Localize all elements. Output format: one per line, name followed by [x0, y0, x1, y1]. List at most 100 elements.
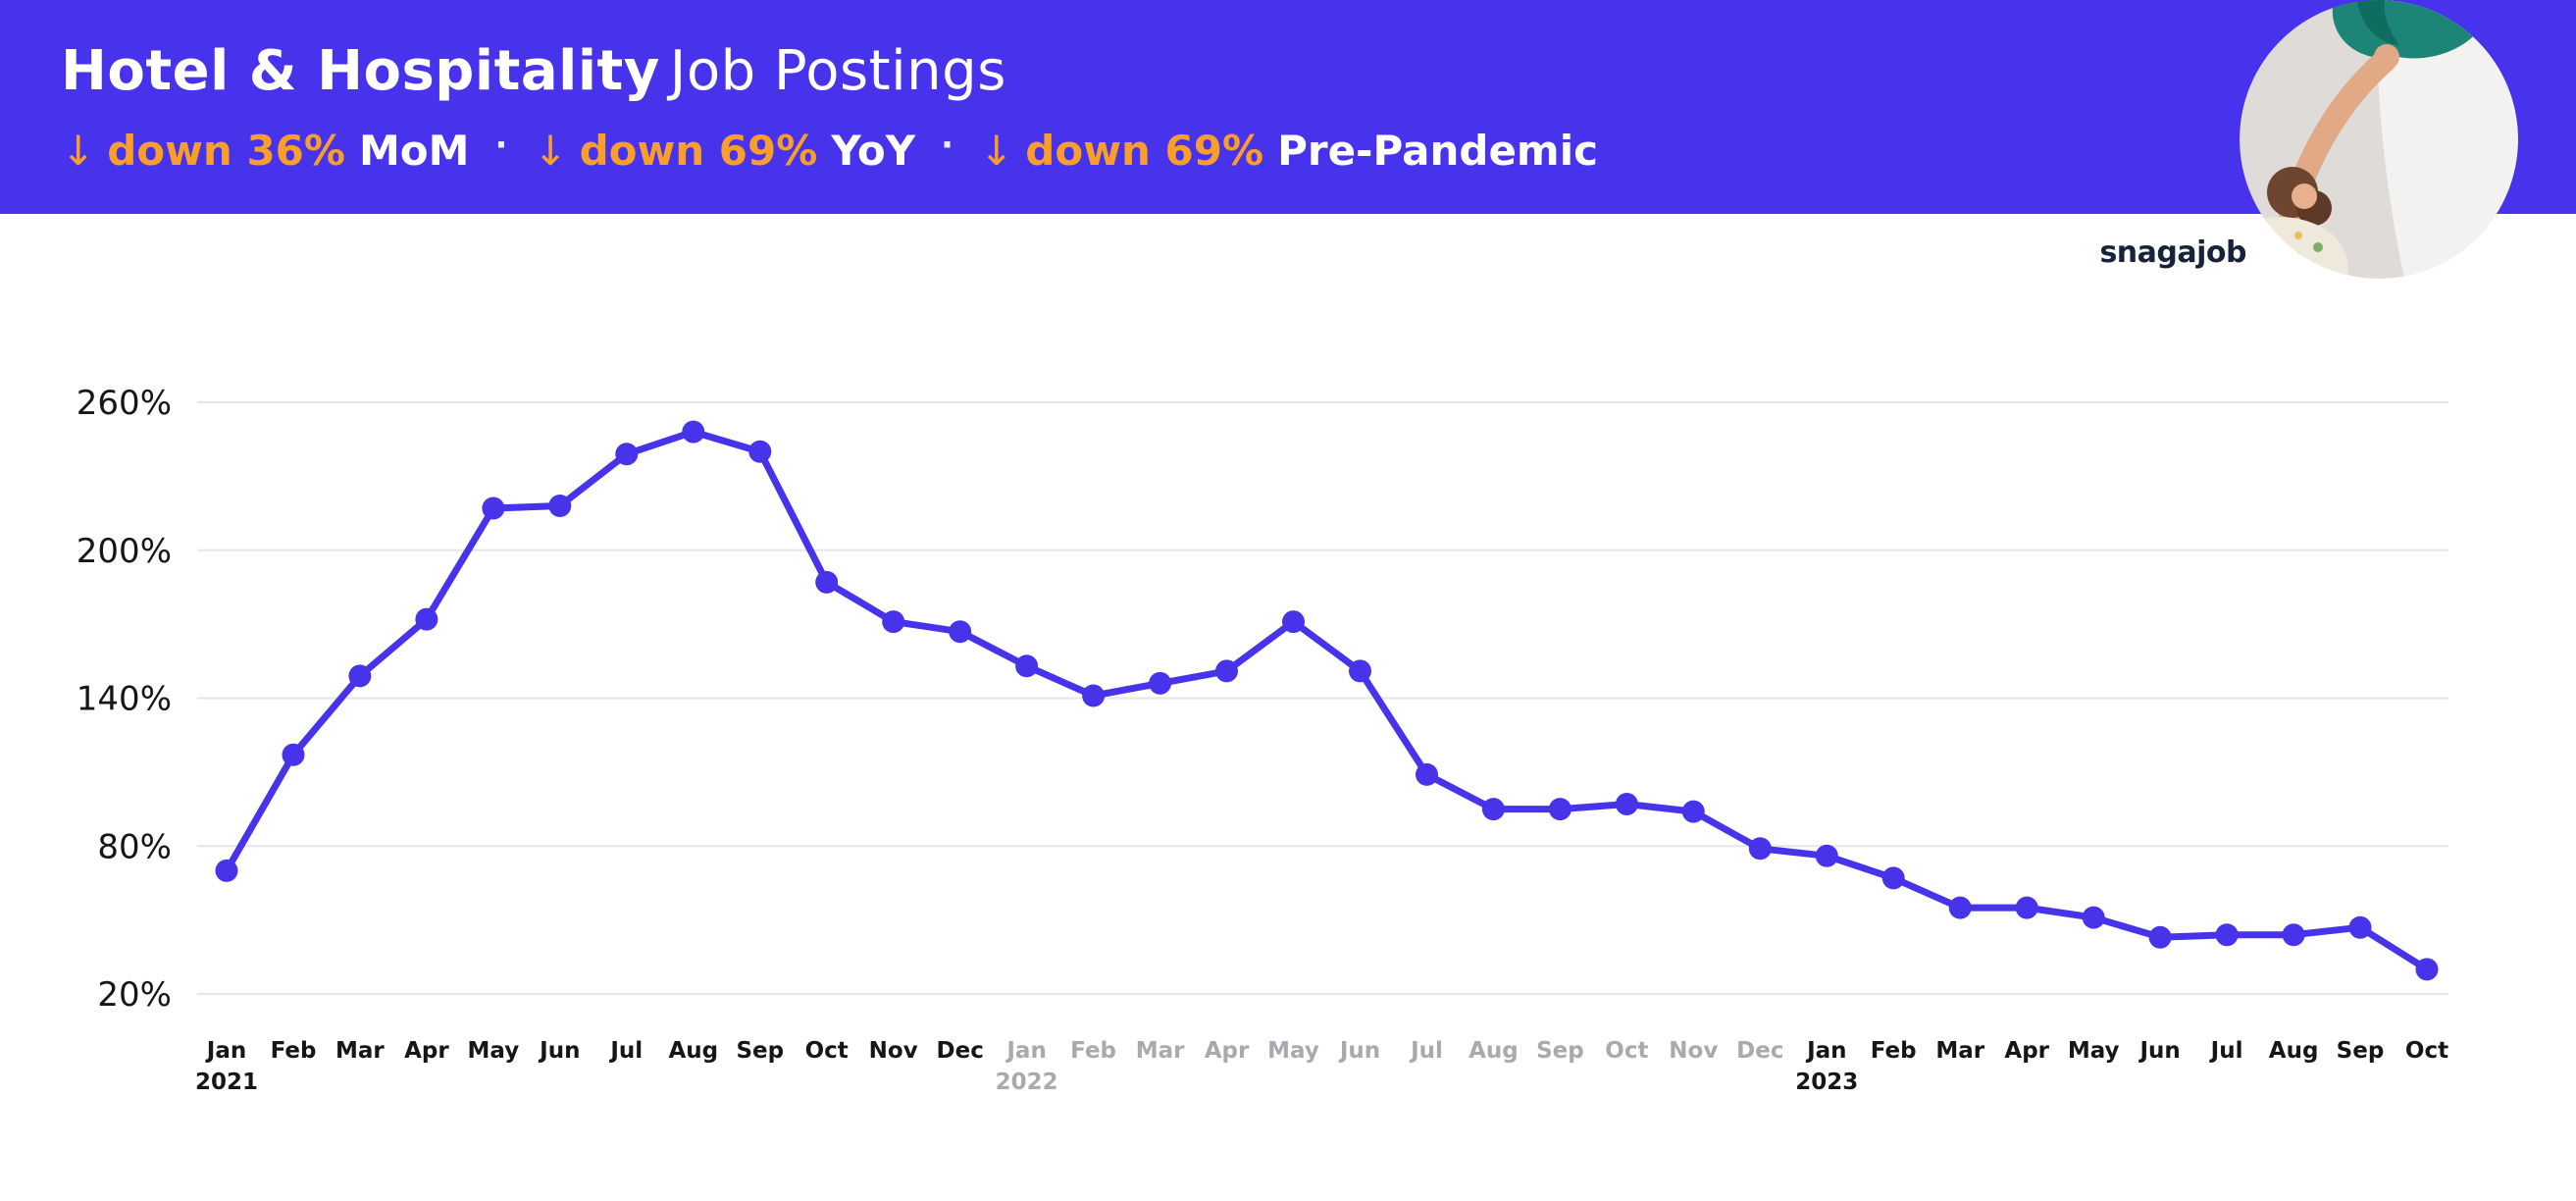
x-month-label: Jul — [1409, 1038, 1443, 1064]
x-year-label: 2022 — [996, 1070, 1058, 1095]
x-month-label: Nov — [869, 1038, 918, 1064]
stat-prepandemic-value: down 69% — [1025, 126, 1264, 175]
stat-yoy: ↓ down 69% YoY — [533, 126, 916, 175]
x-month-label: Aug — [2269, 1038, 2319, 1064]
data-point — [1215, 659, 1238, 683]
data-point — [1548, 798, 1571, 821]
data-point — [1015, 654, 1039, 678]
data-point — [882, 610, 905, 634]
x-month-label: Mar — [335, 1038, 385, 1064]
series-line — [223, 428, 2431, 973]
x-month-label: Jul — [2209, 1038, 2243, 1064]
data-point — [682, 420, 705, 444]
stat-separator: · — [941, 125, 954, 165]
data-point — [215, 859, 238, 882]
x-month-label: Dec — [937, 1038, 984, 1064]
x-month-label: May — [468, 1038, 520, 1064]
x-month-label: May — [1267, 1038, 1319, 1064]
data-point — [1681, 800, 1705, 823]
x-month-label: May — [2068, 1038, 2120, 1064]
down-arrow-icon: ↓ — [533, 126, 568, 175]
x-month-label: Mar — [1136, 1038, 1185, 1064]
header-banner: Hotel & Hospitality Job Postings ↓ down 3… — [0, 0, 2576, 214]
stat-prepandemic-label: Pre-Pandemic — [1277, 126, 1598, 175]
stat-yoy-label: YoY — [831, 126, 916, 175]
x-month-label: Feb — [1871, 1038, 1917, 1064]
data-point — [348, 664, 372, 688]
y-tick-label: 20% — [97, 975, 172, 1015]
x-month-label: Sep — [1536, 1038, 1584, 1064]
housekeeper-photo — [2240, 0, 2518, 279]
data-point — [2015, 896, 2038, 919]
snagajob-logo: snagajob — [2099, 235, 2246, 270]
down-arrow-icon: ↓ — [61, 126, 96, 175]
x-month-label: Feb — [1070, 1038, 1116, 1064]
y-tick-label: 200% — [77, 532, 172, 571]
data-point — [615, 443, 639, 466]
page-title: Hotel & Hospitality Job Postings — [61, 42, 2576, 101]
x-month-label: Apr — [2004, 1038, 2049, 1064]
x-month-label: Apr — [1205, 1038, 1250, 1064]
stat-mom: ↓ down 36% MoM — [61, 126, 470, 175]
data-point — [1881, 866, 1905, 890]
stat-separator: · — [494, 125, 508, 165]
data-point — [1615, 793, 1638, 815]
data-point — [548, 495, 572, 517]
x-month-label: Jan — [205, 1038, 246, 1064]
x-month-label: Jul — [608, 1038, 643, 1064]
data-point — [2415, 958, 2439, 981]
x-month-label: Jun — [1338, 1038, 1380, 1064]
stat-mom-value: down 36% — [107, 126, 345, 175]
x-month-label: Oct — [2405, 1038, 2448, 1064]
page-title-bold: Hotel & Hospitality — [61, 39, 660, 103]
x-month-label: Jan — [1805, 1038, 1846, 1064]
x-month-label: Nov — [1669, 1038, 1718, 1064]
y-tick-label: 260% — [77, 384, 172, 423]
x-month-label: Aug — [668, 1038, 718, 1064]
page-title-rest: Job Postings — [669, 39, 1006, 103]
data-point — [1416, 762, 1438, 786]
data-point — [2282, 923, 2305, 947]
header-stats: ↓ down 36% MoM · ↓ down 69% YoY · ↓ down… — [61, 125, 2576, 175]
data-point — [1282, 610, 1305, 634]
data-point — [949, 620, 972, 644]
x-month-label: Sep — [2337, 1038, 2385, 1064]
housekeeper-photo-image — [2240, 0, 2518, 279]
x-month-label: Jan — [1005, 1038, 1046, 1064]
data-point — [1149, 671, 1172, 695]
x-month-label: Jun — [538, 1038, 580, 1064]
x-month-label: Apr — [404, 1038, 449, 1064]
data-point — [1748, 837, 1772, 861]
x-month-label: Jun — [2138, 1038, 2180, 1064]
data-point — [2148, 925, 2172, 949]
stat-prepandemic: ↓ down 69% Pre-Pandemic — [979, 126, 1598, 175]
stat-mom-label: MoM — [358, 126, 470, 175]
x-month-label: Mar — [1935, 1038, 1984, 1064]
data-point — [1349, 659, 1371, 683]
down-arrow-icon: ↓ — [979, 126, 1014, 175]
data-point — [1815, 844, 1838, 867]
x-month-label: Oct — [805, 1038, 849, 1064]
x-year-label: 2023 — [1795, 1070, 1858, 1095]
data-point — [815, 570, 839, 594]
data-point — [748, 440, 772, 463]
x-month-label: Feb — [271, 1038, 317, 1064]
y-tick-label: 140% — [77, 680, 172, 719]
data-point — [2348, 915, 2372, 939]
data-point — [1948, 896, 1972, 919]
x-month-label: Aug — [1468, 1038, 1519, 1064]
data-point — [2215, 923, 2239, 947]
stat-yoy-value: down 69% — [579, 126, 818, 175]
data-point — [1082, 684, 1106, 707]
x-month-label: Dec — [1736, 1038, 1783, 1064]
data-point — [1481, 798, 1505, 821]
y-tick-label: 80% — [97, 827, 172, 866]
data-point — [415, 607, 438, 631]
x-month-label: Sep — [736, 1038, 784, 1064]
data-point — [482, 496, 505, 520]
x-month-label: Oct — [1605, 1038, 1648, 1064]
data-point — [2082, 906, 2105, 929]
